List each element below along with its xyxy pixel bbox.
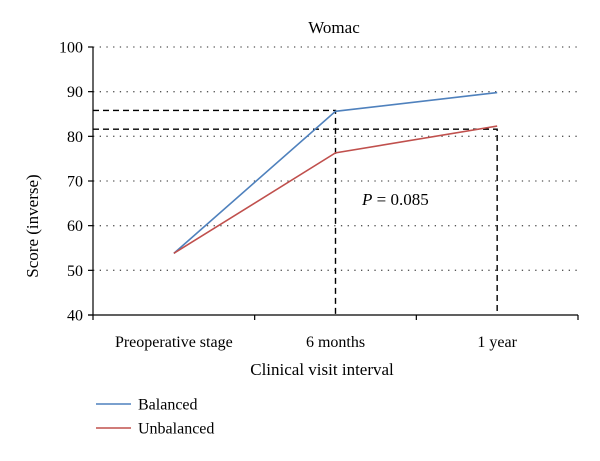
- chart-title: Womac: [308, 18, 360, 37]
- reference-lines: [93, 109, 498, 315]
- y-tick-label-70: 70: [67, 174, 83, 191]
- y-tick-label-80: 80: [67, 129, 83, 146]
- x-tick-label-0: Preoperative stage: [115, 334, 233, 351]
- series-line-balanced: [173, 91, 498, 254]
- legend: Balanced Unbalanced: [96, 397, 214, 438]
- p-value-annotation: P = 0.085: [361, 190, 429, 209]
- series-lines: [173, 91, 498, 255]
- series-line-unbalanced: [173, 125, 498, 255]
- axes: [88, 46, 579, 320]
- reference-line-balanced: [93, 109, 337, 315]
- y-tick-label-60: 60: [67, 218, 83, 235]
- x-tick-labels: Preoperative stage 6 months 1 year: [115, 334, 518, 351]
- y-tick-label-100: 100: [59, 40, 83, 57]
- p-symbol: P: [361, 190, 372, 209]
- y-tick-label-40: 40: [67, 308, 83, 325]
- y-axis-label: Score (inverse): [23, 174, 42, 277]
- y-tick-labels: 40 50 60 70 80 90 100: [59, 40, 83, 325]
- legend-label-unbalanced: Unbalanced: [138, 421, 214, 438]
- x-axis-label: Clinical visit interval: [250, 360, 394, 379]
- x-tick-label-2: 1 year: [477, 334, 517, 351]
- legend-label-balanced: Balanced: [138, 397, 198, 414]
- reference-line-unbalanced: [93, 128, 498, 315]
- x-tick-label-1: 6 months: [306, 334, 365, 351]
- y-tick-label-50: 50: [67, 263, 83, 280]
- y-tick-label-90: 90: [67, 84, 83, 101]
- p-value-text: = 0.085: [372, 190, 428, 209]
